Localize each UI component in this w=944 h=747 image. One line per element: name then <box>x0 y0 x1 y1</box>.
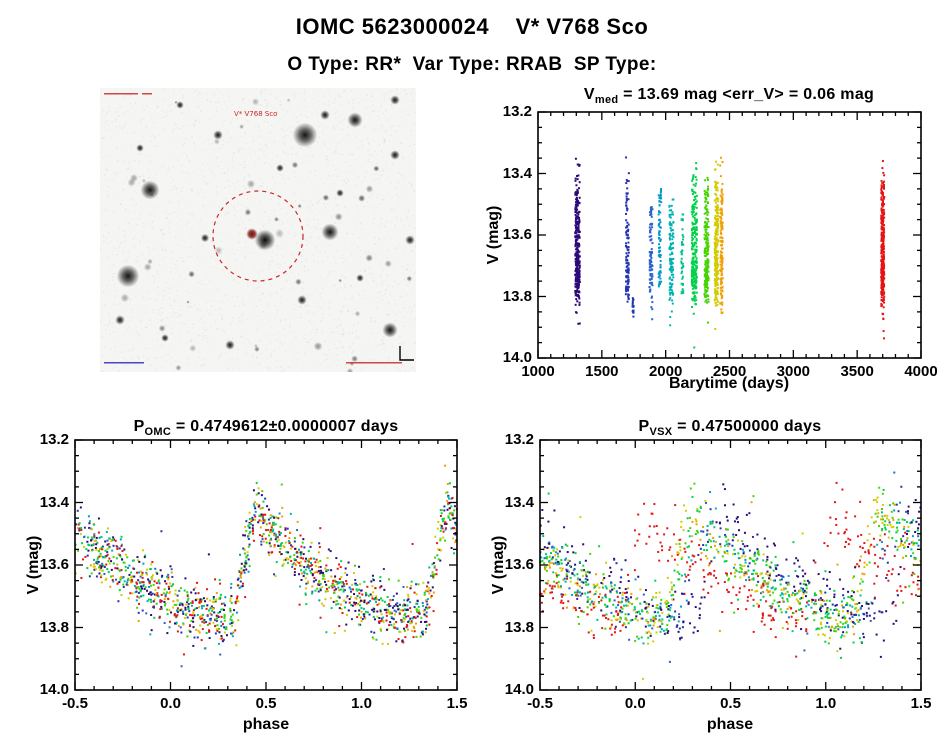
y-tick-label: 13.6 <box>504 556 534 573</box>
title-subscript: med <box>594 94 619 107</box>
y-tick-label: 14.0 <box>502 349 532 366</box>
x-tick-label: 1500 <box>585 363 619 380</box>
x-tick-label: 0.0 <box>624 695 646 712</box>
y-tick-label: 13.4 <box>502 164 532 182</box>
title-subscript: OMC <box>144 426 172 439</box>
x-axis-label: Barytime (days) <box>668 375 790 392</box>
x-tick-label: 1.5 <box>910 695 932 712</box>
lightcurve-canvas <box>462 86 944 402</box>
x-tick-label: -0.5 <box>62 695 88 712</box>
y-tick-label: 13.6 <box>502 226 532 243</box>
x-tick-label: 1000 <box>521 363 555 380</box>
y-tick-label: 13.2 <box>502 103 532 120</box>
x-axis-label: phase <box>242 716 290 733</box>
title-prefix: P <box>133 418 145 435</box>
phase-omc-canvas <box>20 418 480 746</box>
x-tick-label: 1.0 <box>351 695 372 712</box>
x-axis-label: phase <box>706 716 754 733</box>
x-tick-label: 3500 <box>840 363 874 380</box>
x-tick-label: 2000 <box>648 363 683 380</box>
phase-folded-omc-plot: POMC = 0.4749612±0.0000007 days phase V … <box>20 418 480 746</box>
x-tick-label: 0.5 <box>255 695 277 712</box>
page-subtitle: O Type: RR* Var Type: RRAB SP Type: <box>287 54 657 75</box>
y-tick-label: 13.8 <box>504 618 534 636</box>
y-tick-label: 13.8 <box>39 618 69 636</box>
x-tick-label: -0.5 <box>527 695 553 712</box>
title-prefix: P <box>638 418 650 435</box>
title-rest: = 0.4749612±0.0000007 days <box>171 418 399 435</box>
y-tick-label: 14.0 <box>39 681 69 698</box>
title-rest: = 13.69 mag <err_V> = 0.06 mag <box>618 86 875 103</box>
x-tick-label: 4000 <box>904 363 938 380</box>
y-tick-label: 13.2 <box>39 431 69 448</box>
x-tick-label: 3000 <box>776 363 811 380</box>
y-tick-label: 13.4 <box>39 493 69 511</box>
y-tick-label: 13.6 <box>39 556 69 573</box>
lightcurve-time-series-plot: Vmed = 13.69 mag <err_V> = 0.06 mag Bary… <box>462 86 944 402</box>
phase-omc-title: POMC = 0.4749612±0.0000007 days <box>134 418 399 438</box>
y-tick-label: 13.8 <box>502 287 532 305</box>
phase-vsx-title: PVSX = 0.47500000 days <box>639 418 822 438</box>
title-prefix: V <box>583 86 595 103</box>
x-tick-label: 1.5 <box>446 695 468 712</box>
title-subscript: VSX <box>649 426 673 439</box>
phase-folded-vsx-plot: PVSX = 0.47500000 days phase V (mag) -0.… <box>485 418 944 746</box>
x-tick-label: 0.5 <box>720 695 741 712</box>
page-title: IOMC 5623000024 V* V768 Sco <box>295 14 649 39</box>
y-tick-label: 13.4 <box>504 493 534 511</box>
y-tick-label: 13.2 <box>504 431 534 448</box>
lightcurve-title: Vmed = 13.69 mag <err_V> = 0.06 mag <box>584 86 874 106</box>
x-tick-label: 1.0 <box>815 695 837 712</box>
phase-vsx-canvas <box>485 418 944 746</box>
y-tick-label: 14.0 <box>504 681 534 698</box>
x-tick-label: 2500 <box>712 363 747 380</box>
x-tick-label: 0.0 <box>160 695 181 712</box>
title-rest: = 0.47500000 days <box>672 418 822 435</box>
finding-chart <box>100 88 416 372</box>
finding-chart-image <box>100 88 416 372</box>
